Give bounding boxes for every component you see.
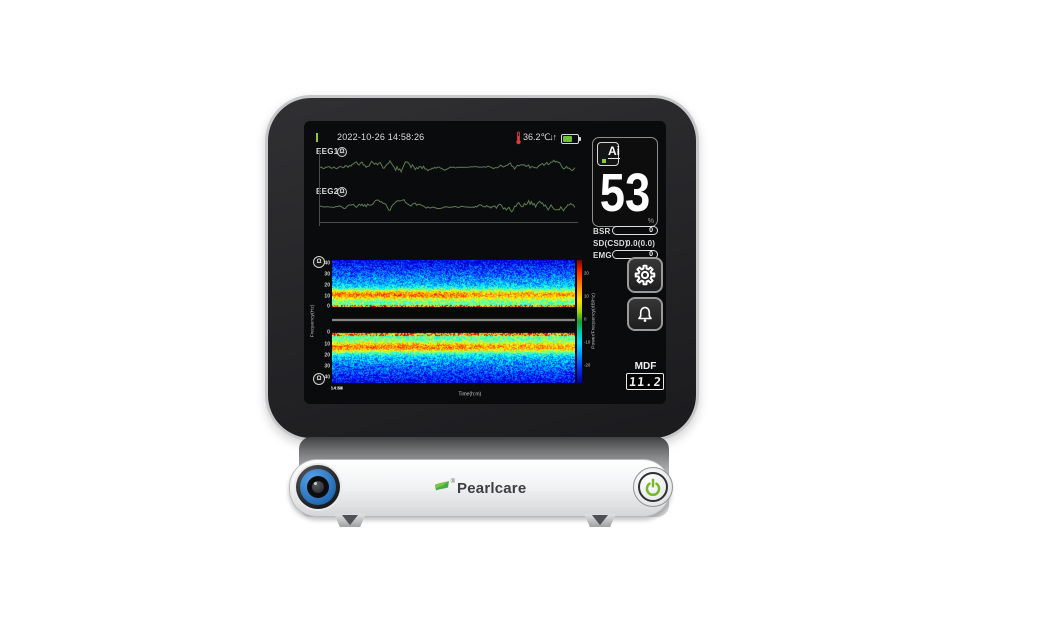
- sync-arrows-icon: ↓↑: [549, 132, 557, 142]
- temperature-label: 36.2℃: [523, 132, 551, 142]
- colorbar-tick: 10: [584, 294, 589, 299]
- datetime-label: 2022-10-26 14:58:26: [337, 132, 425, 142]
- battery-icon: [561, 134, 581, 144]
- freq-tick: 40: [324, 374, 330, 381]
- freq-axis-label: Frequency(Hz): [309, 304, 315, 338]
- freq-tick: 30: [324, 271, 330, 278]
- bsr-label: BSR: [593, 227, 611, 236]
- freq-tick: 40: [324, 260, 330, 267]
- waveform-axis-ticks: [319, 223, 578, 226]
- thermometer-icon: [516, 131, 521, 145]
- freq-tick: 30: [324, 363, 330, 370]
- front-panel: ® Pearlcare: [289, 459, 671, 517]
- sd-csd-value: 0.0(0.0): [626, 239, 656, 248]
- emg-label: EMG: [593, 251, 612, 260]
- ai-index-value: 53: [599, 163, 651, 223]
- ai-status-dot: [602, 159, 606, 163]
- alarm-button[interactable]: [627, 297, 663, 331]
- dsa-spectrogram: [332, 260, 575, 383]
- eeg2-label: EEG2: [316, 187, 339, 196]
- colorbar-tick: -10: [584, 340, 591, 345]
- gear-icon: [634, 264, 656, 286]
- bsr-value-bar: 0: [612, 226, 658, 235]
- waveform-y-axis: [319, 150, 320, 223]
- eeg1-impedance-icon: Ω: [337, 147, 347, 157]
- ai-index-unit: %: [647, 218, 654, 225]
- spectrogram-ch2-icon: Ω: [313, 373, 325, 385]
- mdf-label: MDF: [634, 361, 657, 372]
- freq-tick: 10: [324, 341, 330, 348]
- freq-tick: 10: [324, 293, 330, 300]
- spectrogram-ch1-icon: Ω: [313, 256, 325, 268]
- colorbar-axis-label: Power/Frequency(dB/Hz): [590, 293, 596, 349]
- leaf-icon: [434, 480, 449, 490]
- brand-logo: ® Pearlcare: [434, 478, 527, 497]
- spectrogram-colorbar: [577, 260, 582, 383]
- freq-tick: 20: [324, 352, 330, 359]
- eeg1-waveform: [319, 159, 576, 174]
- freq-tick: 0: [327, 329, 330, 336]
- power-button[interactable]: [633, 467, 673, 507]
- waveform-time-axis: [319, 222, 578, 223]
- colorbar-tick: 20: [584, 271, 589, 276]
- settings-button[interactable]: [627, 257, 663, 293]
- freq-tick: 20: [324, 282, 330, 289]
- colorbar-tick: 0: [584, 317, 587, 322]
- sd-csd-label: SD(CSD): [593, 239, 628, 248]
- eeg2-waveform: [319, 198, 576, 213]
- eeg1-label: EEG1: [316, 147, 339, 156]
- colorbar-tick: -20: [584, 363, 591, 368]
- mdf-display: 11.2: [626, 373, 664, 390]
- touchscreen[interactable]: 2022-10-26 14:58:26 36.2℃ ↓↑ EEG1 Ω EEG2…: [304, 121, 666, 404]
- bell-icon: [638, 306, 652, 322]
- brand-name: Pearlcare: [457, 479, 527, 497]
- device-foot-right: [584, 514, 616, 527]
- signal-strength-icon: [316, 133, 332, 142]
- freq-tick: 0: [327, 303, 330, 310]
- eeg2-impedance-icon: Ω: [337, 187, 347, 197]
- ai-badge-icon: Ai: [597, 142, 620, 166]
- registered-mark: ®: [450, 478, 456, 485]
- ai-index-panel[interactable]: Ai 53 %: [592, 137, 658, 227]
- device-foot-left: [334, 514, 366, 527]
- trim-knob[interactable]: [296, 465, 340, 509]
